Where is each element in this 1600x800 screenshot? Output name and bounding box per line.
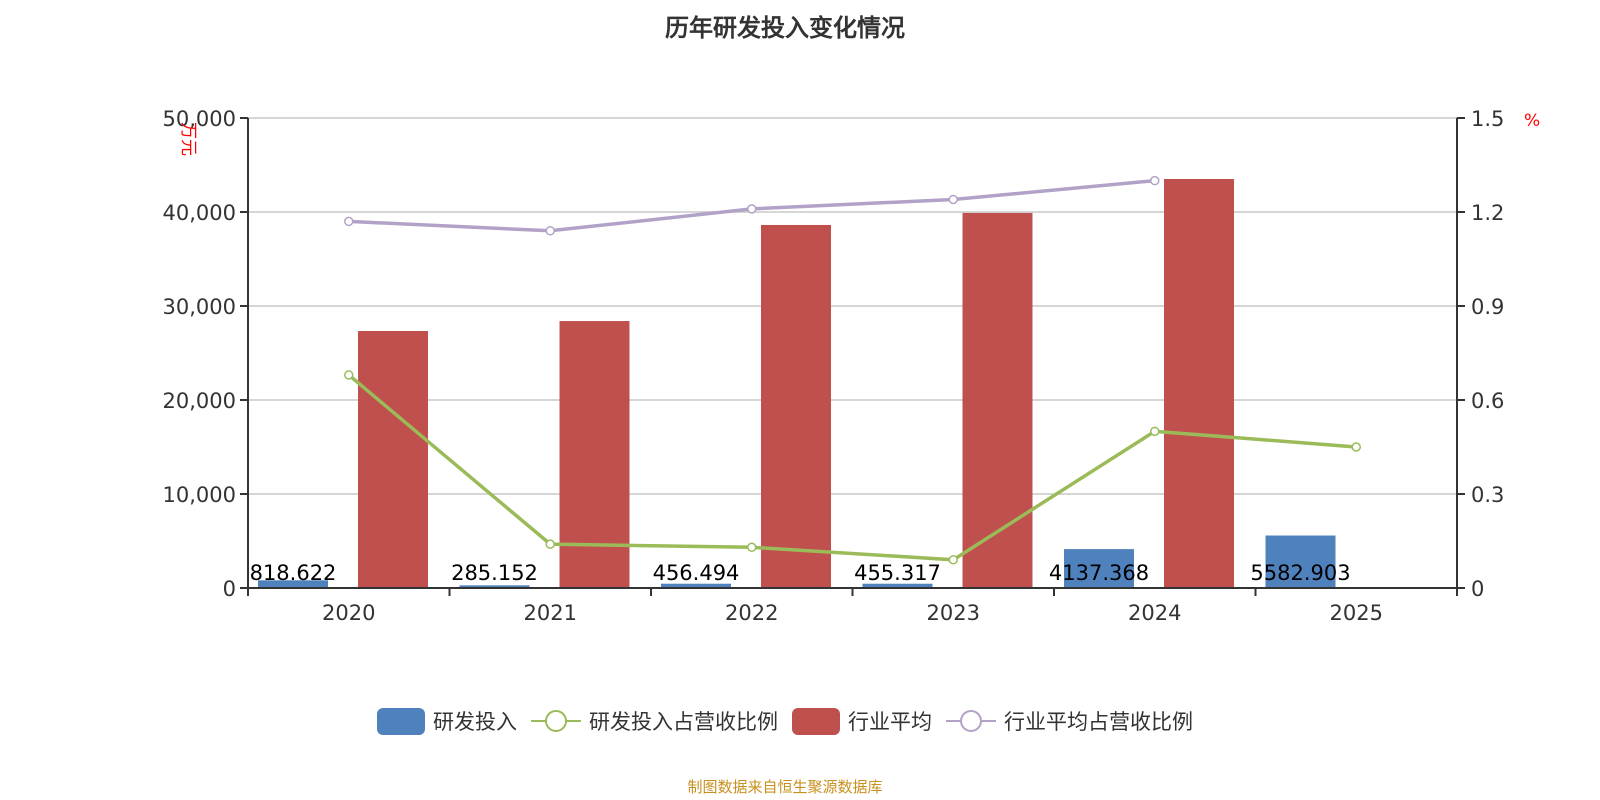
y-right-tick-label: 0.6 [1471,389,1504,413]
legend: 研发投入 研发投入占营收比例 行业平均 行业平均占营收比例 [0,706,1570,736]
y-right-tick-label: 0 [1471,577,1484,601]
bar-data-label: 5582.903 [1250,561,1350,585]
legend-line-circle-icon [946,710,996,732]
line-point [948,555,958,565]
legend-swatch-bar [377,707,425,735]
bar-data-label: 4137.368 [1049,561,1149,585]
y-right-tick-label: 0.3 [1471,483,1504,507]
x-tick-label: 2021 [524,601,577,625]
y-left-tick-label: 50,000 [163,107,236,131]
x-tick-label: 2024 [1128,601,1181,625]
bar-industry [358,331,428,588]
y-left-tick-label: 20,000 [163,389,236,413]
x-tick-label: 2022 [725,601,778,625]
y-right-tick-label: 1.2 [1471,201,1504,225]
x-tick-label: 2020 [322,601,375,625]
bar-industry [559,321,630,588]
line-point [344,370,354,380]
y-right-tick-label: 0.9 [1471,295,1504,319]
data-source: 制图数据来自恒生聚源数据库 [687,778,883,796]
legend-item-industry[interactable]: 行业平均 [792,706,932,736]
bar-data-label: 285.152 [451,561,538,585]
line-point [747,542,757,553]
legend-label: 研发投入占营收比例 [589,710,778,734]
legend-item-rd[interactable]: 研发投入 [377,706,517,736]
line-point [344,216,354,227]
bar-data-label: 456.494 [653,561,740,585]
line-point [545,226,555,236]
y-right-axis-label: % [1524,111,1540,131]
bar-rd [258,580,328,588]
legend-label: 研发投入 [433,710,517,734]
legend-swatch-bar [792,707,840,735]
line-point [1150,175,1160,186]
legend-label: 行业平均 [848,710,932,734]
bar-industry [962,212,1033,588]
y-left-tick-label: 0 [223,577,236,601]
bar-rd [862,583,933,588]
bar-data-label: 455.317 [854,561,941,585]
legend-line-circle-icon [531,710,581,732]
bar-industry [1164,179,1234,589]
line-point [1351,442,1361,452]
line-point [545,539,555,549]
line-point [948,194,958,205]
bar-rd [1064,549,1134,588]
legend-label: 行业平均占营收比例 [1004,710,1193,734]
y-left-axis-label: 万元 [178,122,198,156]
line-point [747,204,757,214]
y-right-tick-label: 1.5 [1471,107,1504,131]
line-series [347,373,1357,562]
bar-rd [459,585,530,588]
x-tick-label: 2023 [927,601,980,625]
bar-industry [761,224,831,589]
x-tick-label: 2025 [1330,601,1383,625]
legend-item-industry-ratio[interactable]: 行业平均占营收比例 [946,706,1193,736]
y-left-tick-label: 40,000 [163,201,236,225]
line-point [1150,426,1160,437]
y-left-tick-label: 10,000 [163,483,236,507]
bar-rd [1265,535,1336,588]
chart-title: 历年研发投入变化情况 [665,14,905,42]
bar-data-label: 818.622 [250,561,337,585]
bar-rd [661,583,731,588]
legend-item-rd-ratio[interactable]: 研发投入占营收比例 [531,706,778,736]
y-left-tick-label: 30,000 [163,295,236,319]
